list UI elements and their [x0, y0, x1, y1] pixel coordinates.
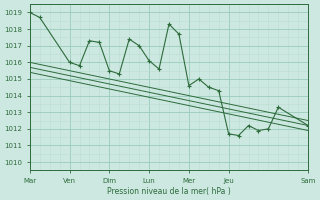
X-axis label: Pression niveau de la mer( hPa ): Pression niveau de la mer( hPa ) — [107, 187, 231, 196]
